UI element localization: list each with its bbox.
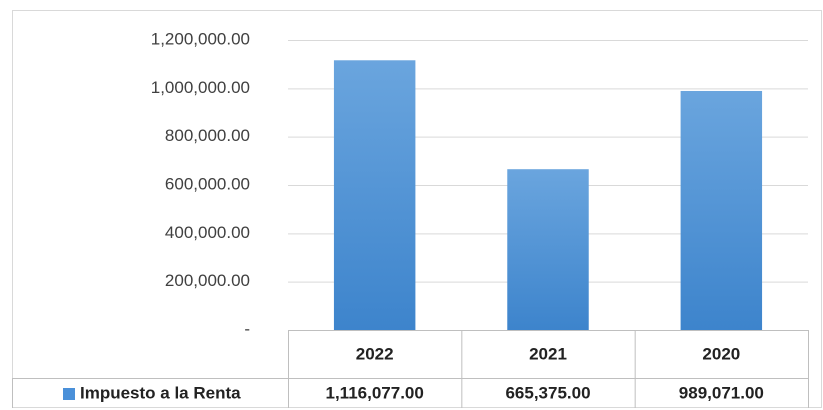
x-tick-label: 2020 (702, 344, 740, 363)
bar (507, 169, 589, 330)
y-tick-label: 800,000.00 (165, 126, 250, 145)
data-label: 989,071.00 (679, 383, 764, 402)
y-tick-label: 400,000.00 (165, 223, 250, 242)
legend-swatch (63, 388, 75, 400)
y-tick-label: 600,000.00 (165, 174, 250, 193)
x-tick-label: 2022 (356, 344, 394, 363)
legend-label: Impuesto a la Renta (80, 383, 241, 402)
y-tick-label: 1,000,000.00 (151, 78, 250, 97)
bar (680, 90, 763, 330)
y-tick-label: - (244, 319, 250, 338)
bar (333, 60, 416, 330)
data-label: 665,375.00 (505, 383, 590, 402)
y-tick-label: 1,200,000.00 (151, 29, 250, 48)
y-tick-label: 200,000.00 (165, 271, 250, 290)
x-tick-label: 2021 (529, 344, 567, 363)
data-label: 1,116,077.00 (326, 383, 424, 402)
